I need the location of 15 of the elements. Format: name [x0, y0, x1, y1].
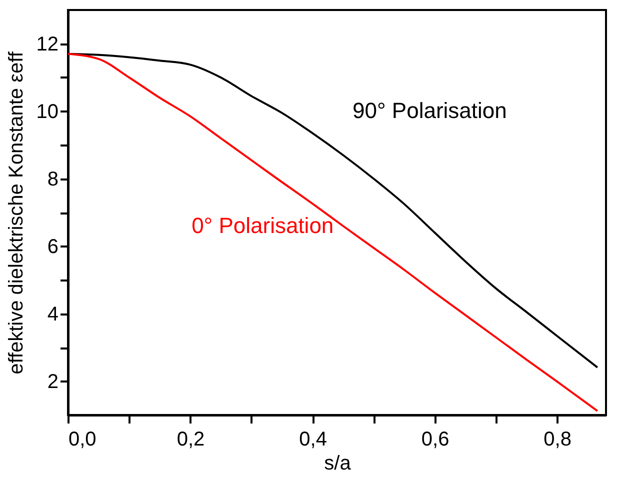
series-label: 90° Polarisation	[352, 98, 507, 124]
x-tick-label: 0,6	[421, 428, 450, 450]
x-tick-label: 0,8	[544, 428, 572, 450]
x-tick-label: 0,2	[176, 428, 205, 450]
y-tick-label: 2	[47, 370, 58, 393]
x-tick-label: 0,0	[68, 428, 96, 450]
y-tick-label: 8	[47, 168, 58, 190]
y-tick-label: 6	[47, 236, 58, 258]
y-tick-label: 4	[47, 303, 58, 326]
series-label: 0° Polarisation	[192, 212, 334, 238]
x-tick-label: 0,4	[299, 428, 327, 450]
y-tick-label: 12	[36, 33, 58, 56]
y-tick-label: 10	[36, 100, 58, 123]
x-axis-title: s/a	[324, 452, 352, 474]
y-axis-title: effektive dielektrische Konstante εeff	[5, 51, 28, 374]
